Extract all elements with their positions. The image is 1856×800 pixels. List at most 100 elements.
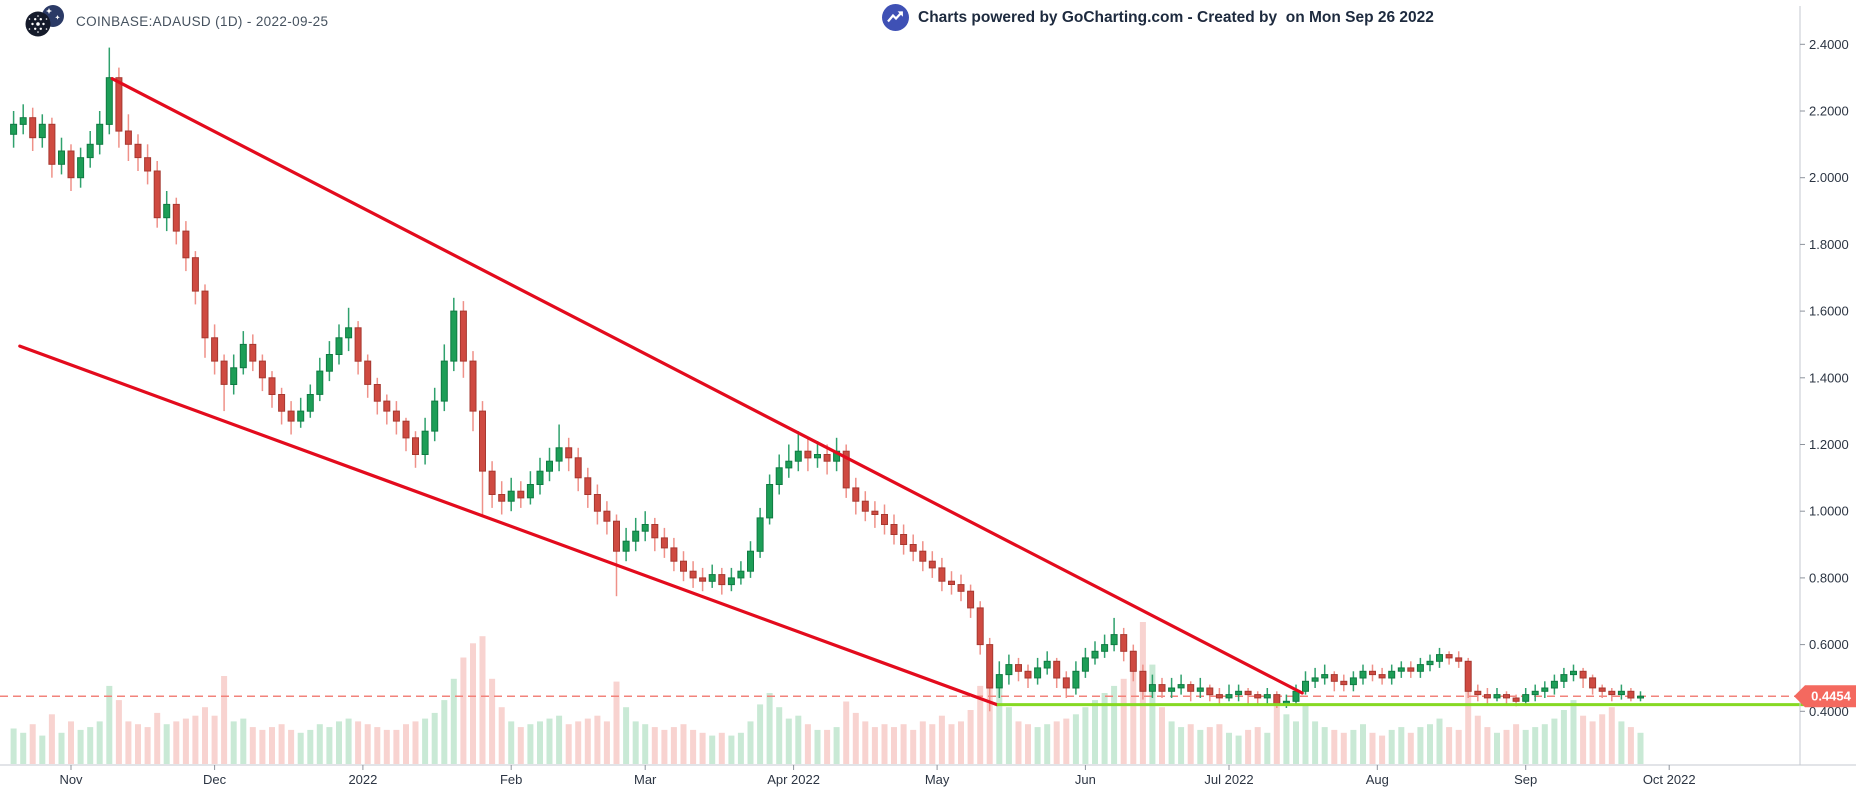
candle-body xyxy=(1512,697,1520,702)
candle xyxy=(201,284,209,358)
candle xyxy=(1321,664,1329,685)
candle xyxy=(1407,661,1415,678)
candle xyxy=(1455,651,1463,668)
candle xyxy=(517,481,525,508)
candle xyxy=(58,137,65,175)
candle xyxy=(603,501,611,535)
candle-body xyxy=(546,460,553,472)
time-tick-label: Aug xyxy=(1366,772,1389,787)
candle xyxy=(364,354,372,398)
volume-bar xyxy=(1551,718,1558,764)
candle xyxy=(613,514,620,597)
candle-body xyxy=(1637,695,1644,699)
candle xyxy=(1627,688,1635,702)
candle-body xyxy=(651,524,659,539)
trendline-upper[interactable] xyxy=(110,77,1304,695)
volume-bar xyxy=(804,724,811,764)
price-axis[interactable]: 2.4000 2.2000 2.0000 1.8000 1.6000 1.4000 1.20… xyxy=(1799,6,1849,765)
candle-body xyxy=(1129,650,1137,672)
candle-body xyxy=(881,514,888,525)
volume-bar xyxy=(556,715,563,764)
candle xyxy=(1637,691,1644,702)
volume-bar xyxy=(1599,714,1606,764)
volume-bar xyxy=(307,729,314,764)
volume-bar xyxy=(1101,693,1108,764)
volume-bar xyxy=(517,727,524,764)
time-tick-label: Sep xyxy=(1514,772,1537,787)
volume-bar xyxy=(422,718,429,764)
candle xyxy=(1426,654,1434,672)
candle xyxy=(1187,681,1195,702)
candle-body xyxy=(67,150,75,179)
volume-bar xyxy=(1369,732,1376,764)
volume-bar xyxy=(374,727,381,764)
volume-bar xyxy=(977,685,984,764)
candle-body xyxy=(29,117,37,139)
volume-bar xyxy=(1407,732,1414,764)
volume-bar xyxy=(1532,727,1539,764)
candle-body xyxy=(77,157,85,179)
candle xyxy=(1215,688,1223,705)
volume-bar xyxy=(1513,724,1520,764)
volume-bar xyxy=(919,721,926,764)
candle xyxy=(345,307,353,352)
candle-body xyxy=(1015,664,1022,672)
volume-bar xyxy=(364,724,371,764)
volume-bar xyxy=(278,724,285,764)
volume-bar xyxy=(154,712,161,764)
volume-bar xyxy=(1618,721,1625,764)
candle xyxy=(871,501,879,528)
candle xyxy=(412,431,419,468)
candle-body xyxy=(364,360,372,385)
candle-body xyxy=(622,540,630,552)
volume-bar xyxy=(1350,729,1357,764)
candle-body xyxy=(1378,674,1386,679)
candle xyxy=(861,491,869,522)
candle xyxy=(689,561,697,588)
candle xyxy=(1158,677,1166,698)
candle-body xyxy=(287,410,295,422)
candle-body xyxy=(909,544,917,552)
volume-bar xyxy=(1312,721,1319,764)
candle xyxy=(1254,691,1262,705)
volume-bar xyxy=(623,707,630,764)
candle-body xyxy=(976,607,984,646)
time-axis[interactable]: Nov Dec 2022 Feb Mar Apr 2022 May Jun Jul 2022 Au… xyxy=(0,764,1856,787)
trendline-lower[interactable] xyxy=(18,344,999,707)
candle-body xyxy=(1120,634,1128,652)
candle-body xyxy=(708,574,716,582)
candle xyxy=(239,331,247,375)
candle-body xyxy=(890,524,898,535)
candle xyxy=(316,357,324,402)
volume-bar xyxy=(412,721,419,764)
candle xyxy=(900,524,908,555)
candle xyxy=(1225,684,1233,702)
candle xyxy=(890,514,898,545)
volume-bar xyxy=(958,721,964,764)
candle xyxy=(1081,647,1089,678)
volume-bar xyxy=(565,724,572,764)
candle-body xyxy=(785,460,793,469)
volume-bar xyxy=(852,712,859,764)
candle xyxy=(699,567,707,592)
candle-body xyxy=(928,560,936,569)
candle-body xyxy=(325,354,333,372)
candle-body xyxy=(354,327,362,362)
candle xyxy=(124,114,132,161)
candle-body xyxy=(1503,694,1510,699)
candle-body xyxy=(402,420,410,439)
candle-body xyxy=(814,454,821,459)
volume-bar xyxy=(345,718,352,764)
volume-bar xyxy=(814,729,821,764)
volume-bar xyxy=(891,727,897,764)
candle xyxy=(1550,674,1558,695)
candle xyxy=(1330,671,1338,692)
candle xyxy=(488,461,496,508)
volume-bar xyxy=(1522,729,1529,764)
candle xyxy=(1168,677,1176,698)
candle-body xyxy=(1024,670,1032,679)
price-tick-label: 1.0000 xyxy=(1809,504,1849,519)
candle xyxy=(967,584,975,618)
volume-bar xyxy=(1427,724,1433,764)
